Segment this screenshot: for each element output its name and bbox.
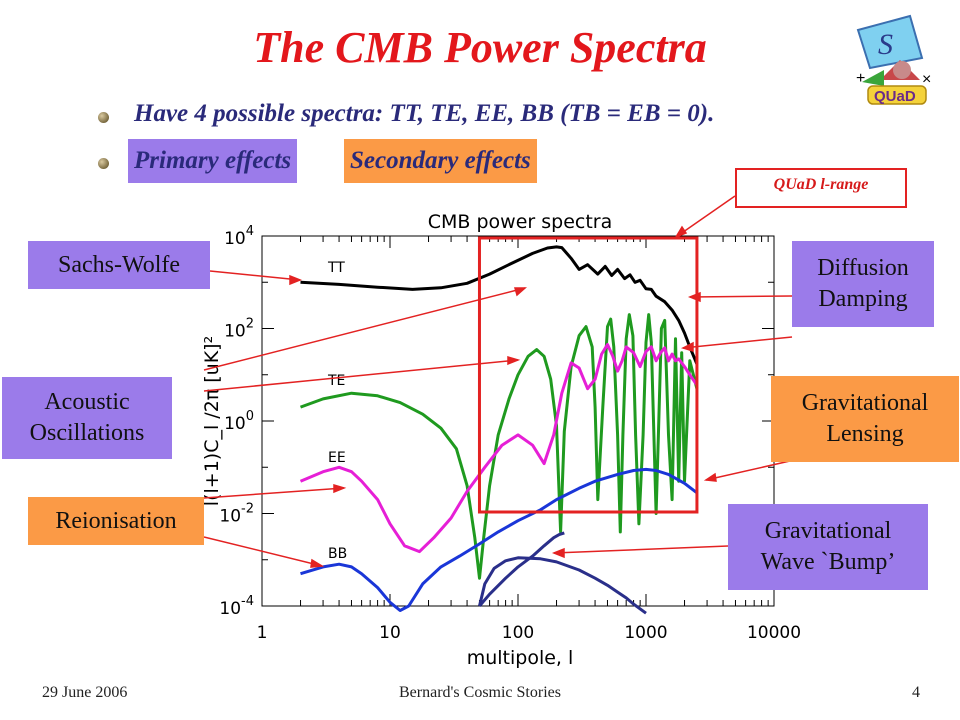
y-axis-label: l(l+1)C_l /2π [uK]² [201,336,223,506]
arrowhead-reionisation-1 [333,483,347,494]
x-tick-label: 1000 [624,623,667,643]
x-tick-label: 10000 [747,623,801,643]
arrow-diffusion-1 [689,295,793,298]
logo-text: QUaD [874,88,916,105]
annotation-arrows [203,195,813,568]
bullet-dot-2 [98,158,109,169]
page-number: 4 [912,684,920,701]
footer-center: Bernard's Cosmic Stories [399,684,561,701]
lensing-line-2: Lensing [826,421,904,447]
label-te: TE [327,373,345,389]
gravitational-wave-bump-label: Gravitational Wave `Bump’ [728,504,928,590]
arrow-acoustic-1 [203,287,526,371]
y-tick-label: 102 [224,317,254,342]
series-line-te [299,313,699,580]
quad-logo: S + × QUaD [840,8,948,108]
reionisation-text: Reionisation [55,507,177,534]
diffusion-damping-label: Diffusion Damping [792,241,934,327]
gw-line-1: Gravitational [764,518,892,544]
x-tick-label: 1 [257,623,268,643]
page-title: The CMB Power Spectra [253,23,707,72]
sachs-wolfe-label: Sachs-Wolfe [28,241,210,289]
x-tick-label: 10 [379,623,401,643]
diffusion-line-1: Diffusion [817,255,909,281]
chart-title: CMB power spectra [428,211,613,233]
diffusion-line-2: Damping [818,286,908,312]
bullet-spectra: Have 4 possible spectra: TT, TE, EE, BB … [134,100,715,127]
arrowhead-quad-range [674,225,688,239]
series-line-ee [299,343,699,554]
arrowhead-reionisation-2 [310,558,325,568]
quad-range-label: QUaD l-range [735,168,907,208]
quad-logo-graphic: S + × QUaD [856,14,931,105]
y-tick-label: 10-2 [219,502,254,527]
quad-range-box [477,236,699,514]
arrowhead-diffusion-1 [687,291,701,303]
arrow-reionisation-1 [203,487,345,499]
logo-plus: + [856,70,865,87]
y-tick-label: 104 [224,224,254,249]
bullet-dot-1 [98,112,109,123]
acoustic-line-2: Oscillations [29,420,145,446]
arrow-quad-range [675,195,736,238]
arrowhead-lensing [703,472,717,482]
primary-effects-label: Primary effects [128,139,298,183]
series-group [299,245,699,615]
footer-date: 29 June 2006 [42,684,128,701]
arrowhead-acoustic-1 [514,287,527,297]
logo-times: × [922,71,931,88]
arrow-acoustic-2 [203,359,519,392]
label-bb: BB [328,546,347,562]
arrowhead-diffusion-2 [680,341,694,353]
arrowhead-sachs-wolfe [289,274,303,286]
arrow-gw-bump [553,545,729,554]
arrowhead-acoustic-2 [507,355,521,366]
y-tick-label: 10-4 [219,594,254,619]
lensing-line-1: Gravitational [801,390,929,416]
arrow-sachs-wolfe [209,270,301,281]
arrowhead-gw-bump [551,547,565,559]
x-tick-label: 100 [502,623,534,643]
arrow-diffusion-2 [682,336,793,349]
label-ee: EE [328,450,346,466]
y-tick-label: 100 [224,409,254,434]
logo-s: S [878,28,893,61]
series-line-gw-bump [478,556,647,615]
series-line-gw-bump-2 [478,531,565,607]
gw-line-2: Wave `Bump’ [760,549,896,575]
acoustic-oscillations-label: Acoustic Oscillations [2,377,172,459]
sachs-wolfe-text: Sachs-Wolfe [57,251,181,278]
series-line-bb [300,467,698,612]
label-tt: TT [327,260,345,276]
secondary-effects-label: Secondary effects [344,139,537,183]
acoustic-line-1: Acoustic [44,389,130,415]
gravitational-lensing-label: Gravitational Lensing [771,376,959,462]
reionisation-label: Reionisation [28,497,204,545]
series-line-tt [300,245,699,365]
arrow-reionisation-2 [203,536,323,567]
x-axis-label: multipole, l [467,647,574,669]
axis-ticks: 1 10 100 1000 10000 104 102 100 10-2 10-4 [219,224,801,643]
